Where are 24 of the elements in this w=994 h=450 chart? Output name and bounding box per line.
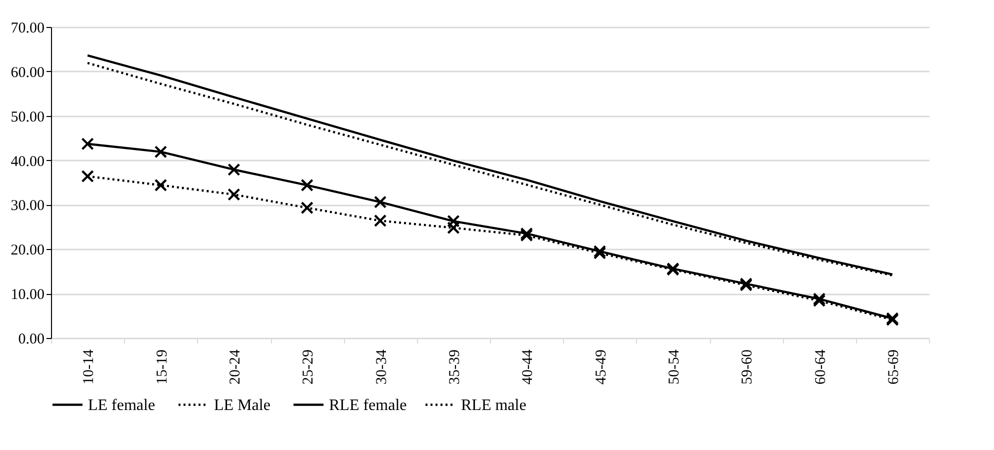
y-tick-label: 60.00 xyxy=(10,64,44,81)
y-tick-label: 70.00 xyxy=(10,20,44,36)
x-tick-label: 25-29 xyxy=(300,350,317,384)
x-tick-label: 30-34 xyxy=(374,349,390,384)
x-tick-label: 40-44 xyxy=(520,349,536,384)
x-tick-label: 35-39 xyxy=(446,350,463,384)
x-tick-label: 65-69 xyxy=(886,350,902,384)
x-tick-label: 59-60 xyxy=(740,350,756,384)
x-tick-label: 50-54 xyxy=(666,349,682,384)
y-tick-label: 30.00 xyxy=(10,198,44,214)
y-tick-label: 20.00 xyxy=(10,242,44,259)
legend-label: LE Male xyxy=(214,396,270,414)
x-tick-label: 20-24 xyxy=(227,349,244,384)
legend-label: RLE female xyxy=(329,396,407,414)
y-tick-label: 40.00 xyxy=(10,154,44,170)
y-tick-label: 10.00 xyxy=(10,287,44,304)
y-tick-label: 0.00 xyxy=(18,332,44,348)
x-tick-label: 15-19 xyxy=(154,350,170,384)
legend-label: LE female xyxy=(88,396,156,414)
x-tick-label: 60-64 xyxy=(812,349,829,384)
x-tick-label: 45-49 xyxy=(593,350,610,384)
legend-label: RLE male xyxy=(461,396,526,414)
x-tick-label: 10-14 xyxy=(81,349,98,384)
y-tick-label: 50.00 xyxy=(10,109,44,126)
